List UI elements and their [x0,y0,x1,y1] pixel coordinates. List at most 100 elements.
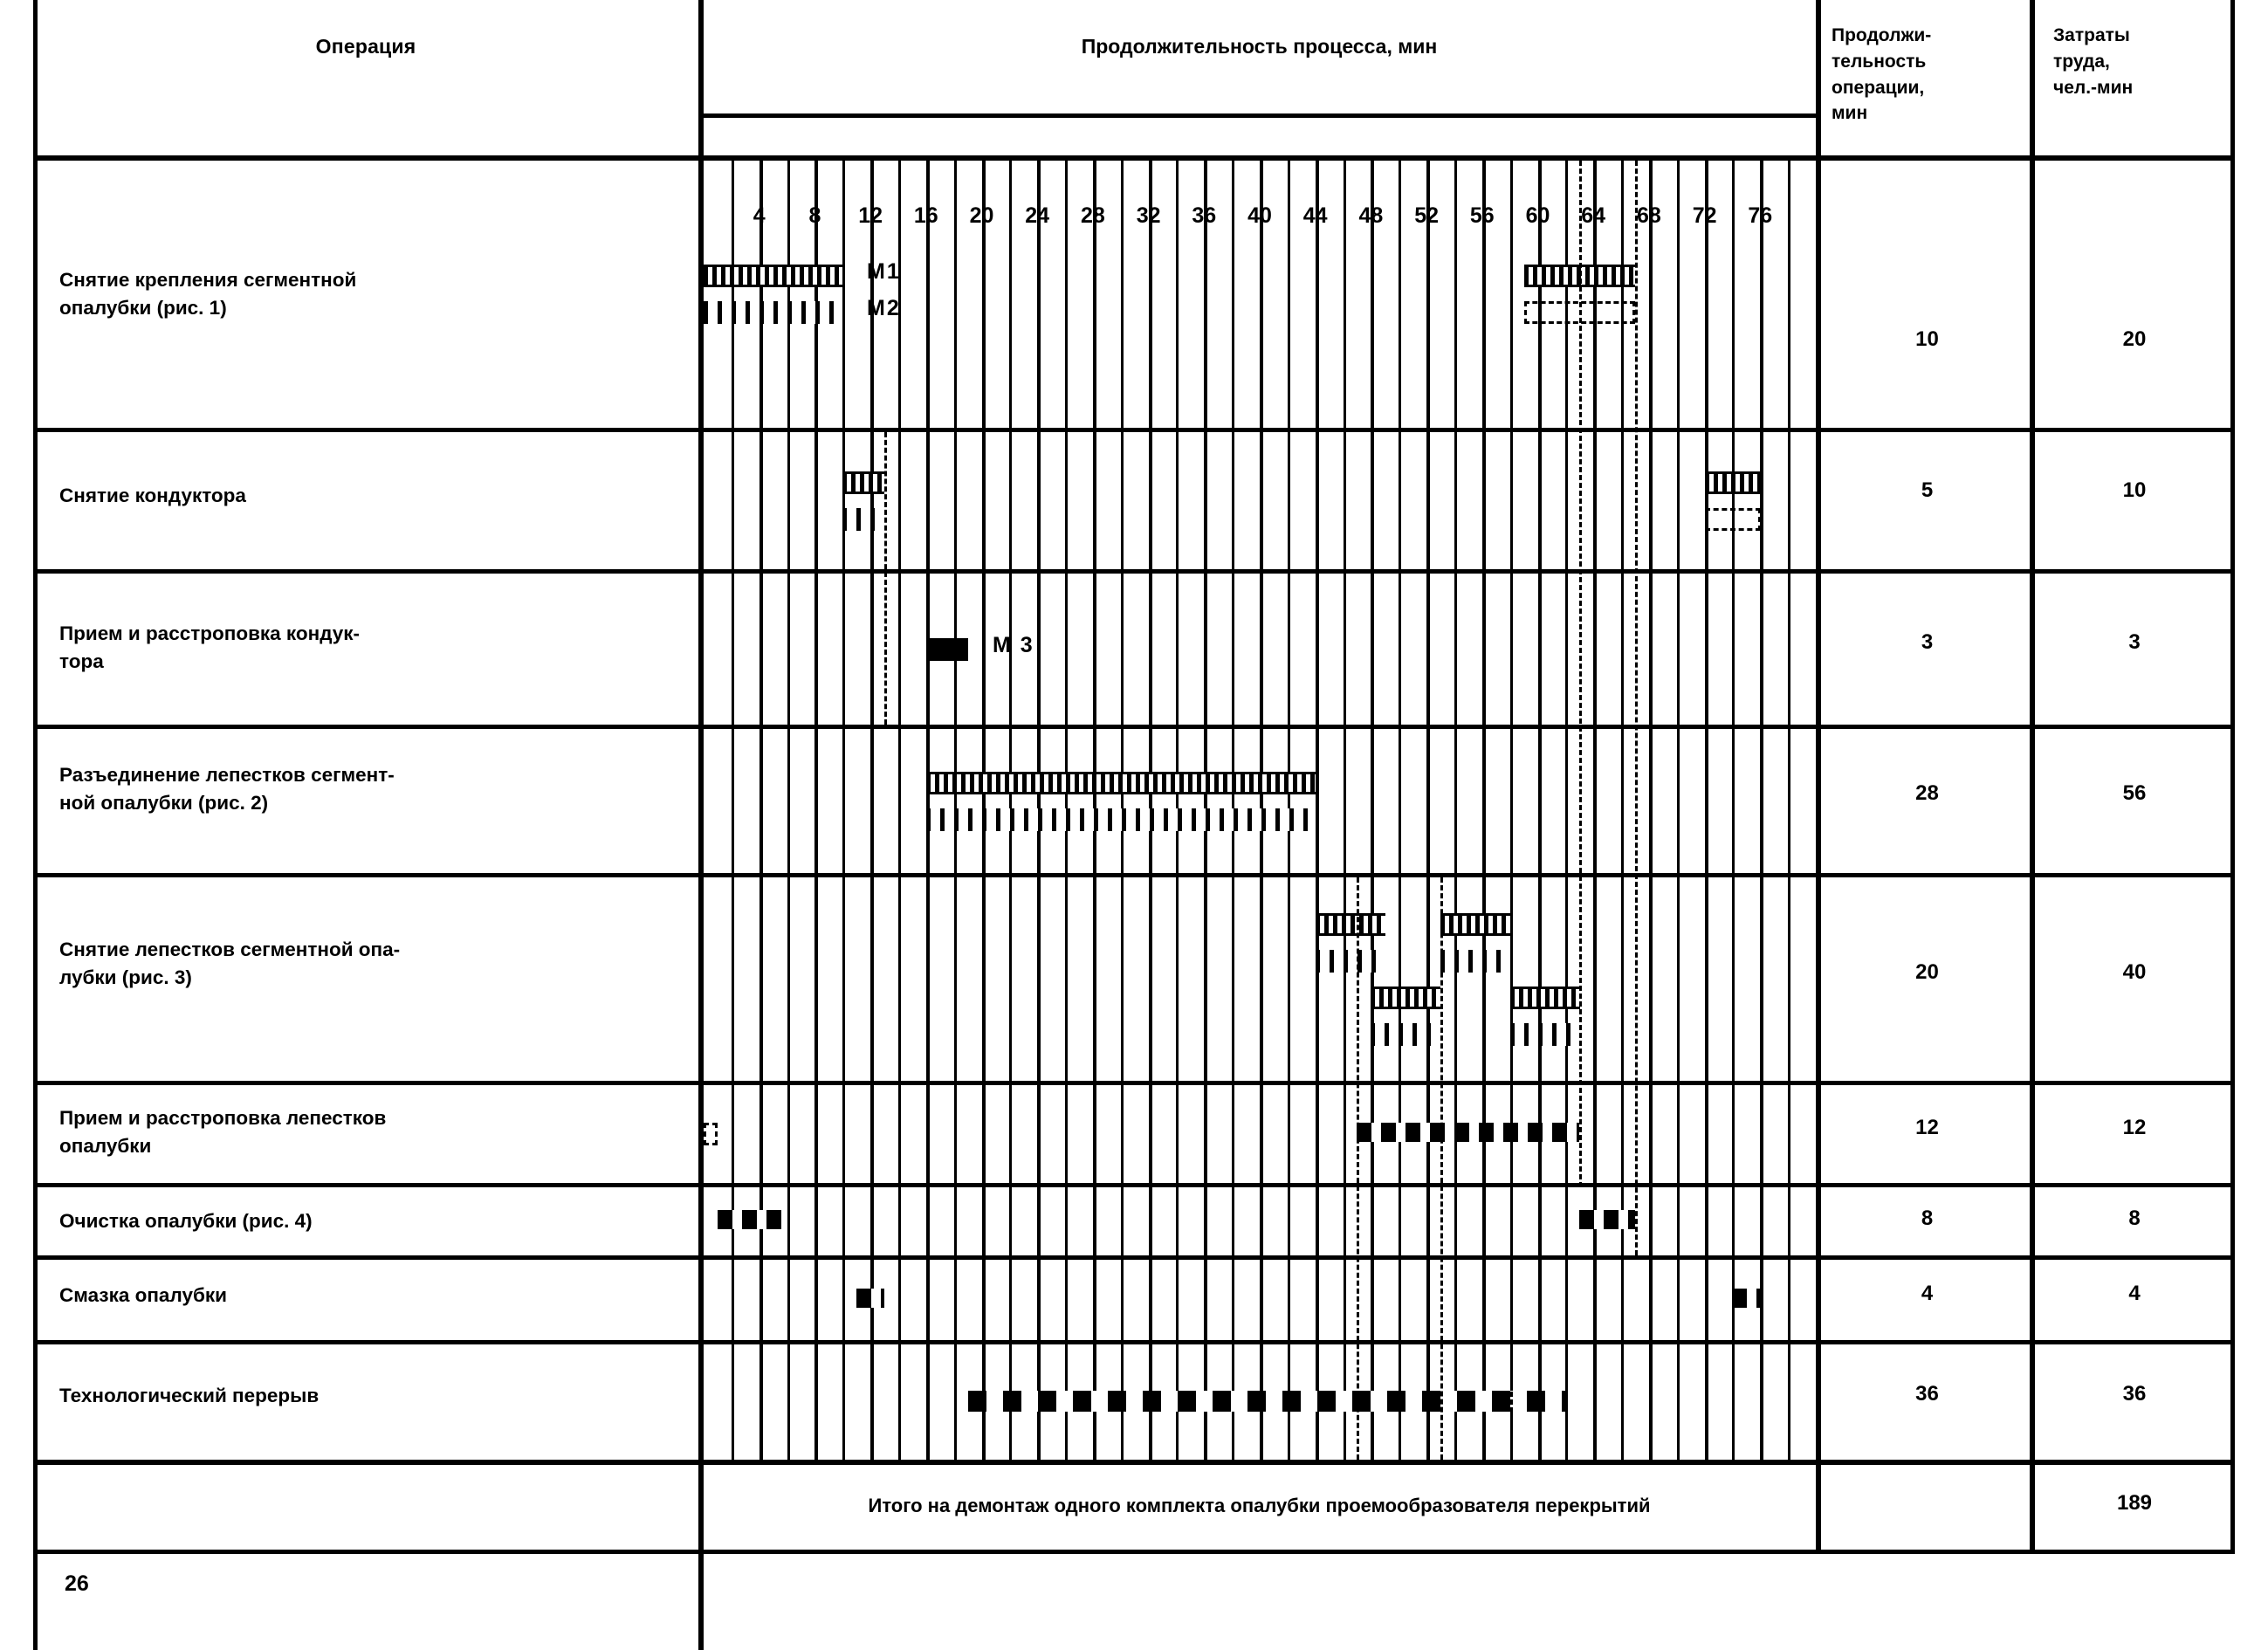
operation-label-5-line-2: лубки (рис. 3) [59,966,192,988]
rule-row7-bottom [33,1255,2235,1260]
vrule-duration-right [2030,0,2035,1550]
gridline-62min [1565,161,1568,1460]
flow-link-47min [1357,877,1359,1460]
gridline-4min [759,161,763,1460]
operation-label-3: Прием и расстроповка кондук- тора [59,620,688,676]
gridline-46min [1344,161,1346,1460]
operation-label-8-line-1: Смазка опалубки [59,1284,227,1306]
gridline-6min [787,161,790,1460]
labor-value-5: 40 [2122,960,2147,984]
axis-tick-16: 16 [914,203,938,229]
gridline-60min [1538,161,1542,1460]
vrule-chart-left [698,0,704,1650]
header-labor-column: Затраты труда, чел.-мин [2053,23,2237,100]
flow-link-67min [1635,161,1638,1255]
operation-label-3-line-1: Прием и расстроповка кондук- [59,622,361,644]
header-duration-line-1: Продолжи- [1832,25,1932,45]
machine-label-M2: M2 [867,296,901,320]
operation-label-9-line-1: Технологический перерыв [59,1385,320,1406]
task-bar-row2-1 [1705,471,1761,494]
task-bar-row7-1 [1579,1210,1635,1229]
task-bar-row5-2 [1440,950,1510,973]
gridline-10min [842,161,845,1460]
labor-value-1: 20 [2122,327,2147,351]
gridline-68min [1649,161,1653,1460]
duration-value-4: 28 [1915,781,1939,805]
page-number: 26 [65,1571,89,1596]
total-value: 189 [2116,1491,2153,1515]
header-process-duration: Продолжительность процесса, мин [1081,35,1438,58]
operation-label-1-line-1: Снятие крепления сегментной [59,269,357,291]
rule-process-header-bottom [698,113,1820,118]
rule-total-bottom [33,1550,2235,1554]
task-bar-row3-1 [926,638,968,661]
header-labor-line-1: Затраты [2053,25,2130,45]
axis-tick-20: 20 [970,203,994,229]
total-label: Итого на демонтаж одного комплекта опалу… [868,1495,1651,1516]
rule-row6-bottom [33,1183,2235,1187]
rule-row9-bottom [33,1460,2235,1465]
gridline-8min [814,161,818,1460]
duration-value-8: 4 [1921,1282,1934,1305]
task-bar-row2-1 [842,471,884,494]
flow-link-16min [926,574,929,873]
flow-link-53min [1440,877,1443,1460]
operation-label-7: Очистка опалубки (рис. 4) [59,1207,688,1235]
axis-tick-28: 28 [1081,203,1105,229]
gridline-52min [1426,161,1430,1460]
axis-tick-32: 32 [1137,203,1161,229]
gridline-56min [1482,161,1486,1460]
operation-label-6: Прием и расстроповка лепестков опалубки [59,1104,688,1160]
header-duration-line-2: тельность [1832,51,1927,72]
operation-label-5: Снятие лепестков сегментной опа- лубки (… [59,936,688,992]
operation-label-1-line-2: опалубки (рис. 1) [59,296,227,319]
task-bar-row2-2 [842,508,884,531]
operation-label-9: Технологический перерыв [59,1382,688,1410]
labor-value-8: 4 [2128,1282,2141,1305]
task-bar-row2-2 [1705,508,1761,531]
rule-row8-bottom [33,1340,2235,1344]
labor-value-2: 10 [2122,478,2147,502]
duration-value-7: 8 [1921,1207,1934,1230]
duration-value-9: 36 [1915,1382,1939,1406]
labor-value-3: 3 [2128,630,2141,654]
operation-label-1: Снятие крепления сегментной опалубки (ри… [59,266,688,322]
rule-row4-bottom [33,873,2235,877]
task-bar-row4-2 [926,808,1316,831]
task-bar-row5-3 [1371,987,1440,1009]
task-bar-row1-2 [704,301,842,324]
flow-link-10min [842,161,845,569]
task-bar-row6-1 [1357,1123,1579,1142]
vrule-sheet-right [2230,0,2235,1550]
task-bar-row1-1 [704,265,842,287]
gridline-72min [1705,161,1708,1460]
axis-tick-60: 60 [1526,203,1550,229]
gridline-70min [1677,161,1680,1460]
task-bar-row5-1 [1316,913,1385,936]
gridline-2min [732,161,734,1460]
vrule-sheet-left [33,0,38,1650]
task-bar-row7-1 [718,1210,787,1229]
rule-row1-bottom [33,428,2235,432]
task-bar-row6-1 [704,1123,718,1145]
operation-label-2-line-1: Снятие кондуктора [59,485,246,506]
flow-link-76min [1760,432,1763,1340]
flow-link-58min [1510,1085,1513,1460]
operation-label-3-line-2: тора [59,650,104,672]
gridline-74min [1732,161,1735,1460]
axis-tick-44: 44 [1303,203,1328,229]
gridline-12min [870,161,874,1460]
machine-label-M1: M1 [867,259,901,284]
operation-label-5-line-1: Снятие лепестков сегментной опа- [59,938,401,960]
labor-value-6: 12 [2122,1116,2147,1139]
task-bar-row5-4 [1510,1023,1580,1046]
gridline-48min [1371,161,1374,1460]
gridline-66min [1621,161,1624,1460]
rule-row2-bottom [33,569,2235,574]
task-bar-row5-4 [1371,1023,1440,1046]
gridline-50min [1399,161,1401,1460]
duration-value-3: 3 [1921,630,1934,654]
operation-label-7-line-1: Очистка опалубки (рис. 4) [59,1210,313,1232]
operation-label-6-line-1: Прием и расстроповка лепестков [59,1107,387,1129]
